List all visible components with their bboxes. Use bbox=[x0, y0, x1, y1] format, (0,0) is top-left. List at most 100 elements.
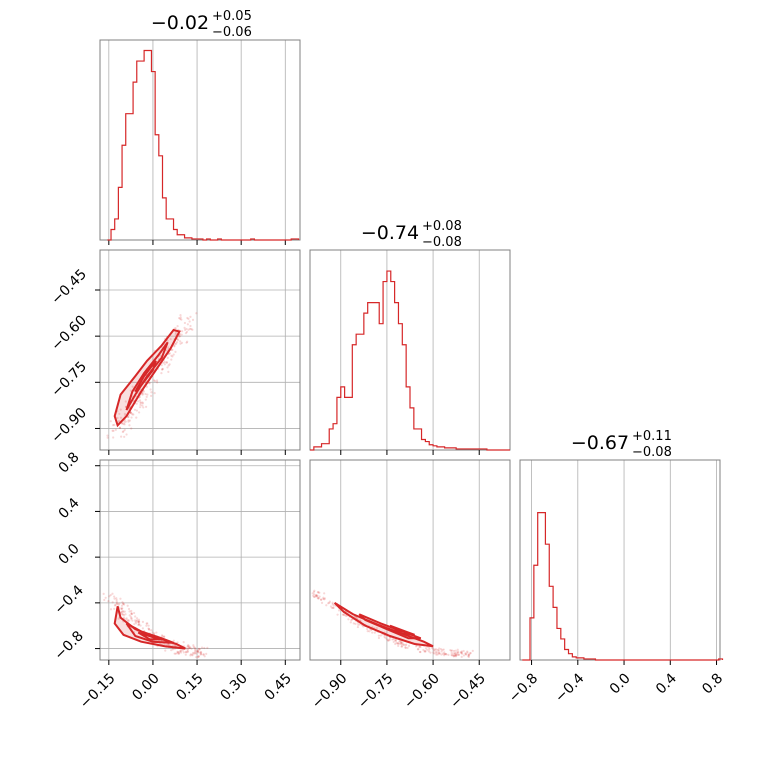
scatter-3-vs-1-point-248 bbox=[146, 622, 149, 625]
scatter-3-vs-1-point-107 bbox=[147, 627, 150, 630]
scatter-3-vs-2-point-3 bbox=[454, 653, 457, 656]
scatter-3-vs-1-point-126 bbox=[125, 617, 128, 620]
scatter-3-vs-2-point-222 bbox=[443, 651, 446, 654]
scatter-3-vs-1-point-75 bbox=[184, 650, 187, 654]
scatter-3-vs-2-point-128 bbox=[461, 652, 464, 655]
scatter-3-vs-1-point-228 bbox=[192, 644, 195, 647]
scatter-3-vs-1-point-85 bbox=[121, 607, 124, 610]
scatter-2-vs-1-point-158 bbox=[155, 379, 159, 382]
scatter-3-vs-1-point-99 bbox=[200, 646, 204, 649]
scatter-3-vs-2-point-110 bbox=[387, 639, 390, 642]
scatter-2-vs-1-point-205 bbox=[131, 385, 134, 388]
scatter-3-vs-2-point-244 bbox=[397, 644, 400, 648]
scatter-3-vs-2-point-166 bbox=[433, 652, 436, 655]
scatter-3-vs-2-point-136 bbox=[400, 643, 404, 646]
scatter-2-vs-1-point-249 bbox=[174, 333, 177, 336]
scatter-3-vs-2-frame bbox=[309, 459, 511, 661]
scatter-3-vs-2-point-234 bbox=[428, 648, 431, 651]
scatter-2-vs-1-point-239 bbox=[174, 331, 178, 334]
scatter-3-vs-1-point-95 bbox=[189, 646, 192, 649]
scatter-2-vs-1-point-70 bbox=[123, 428, 126, 432]
scatter-3-vs-1-point-27 bbox=[137, 623, 140, 626]
scatter-2-vs-1-point-10 bbox=[167, 346, 170, 349]
scatter-2-vs-1-point-64 bbox=[125, 433, 128, 436]
scatter-3-vs-2-point-16 bbox=[451, 654, 454, 657]
scatter-3-vs-2-point-186 bbox=[469, 651, 472, 655]
scatter-3-vs-2-point-77 bbox=[341, 613, 345, 616]
scatter-3-vs-1-point-251 bbox=[199, 652, 202, 655]
scatter-3-vs-1-point-41 bbox=[135, 622, 138, 625]
scatter-2-vs-1-point-28 bbox=[179, 314, 182, 317]
hist-param-3-xlabel-3: 0.4 bbox=[653, 670, 680, 697]
scatter-2-vs-1-point-180 bbox=[165, 361, 168, 364]
scatter-3-vs-2-point-96 bbox=[349, 621, 352, 624]
scatter-3-vs-1-point-168 bbox=[176, 652, 179, 655]
scatter-3-vs-1-point-154 bbox=[129, 615, 132, 618]
scatter-3-vs-1-xlabel-3: 0.30 bbox=[218, 670, 251, 703]
scatter-3-vs-1-ylabel-0: −0.8 bbox=[51, 628, 86, 663]
scatter-2-vs-1-point-217 bbox=[191, 328, 194, 331]
scatter-3-vs-2-point-216 bbox=[424, 647, 428, 650]
scatter-3-vs-1-xlabel-0: −0.15 bbox=[77, 670, 119, 712]
scatter-3-vs-2-point-87 bbox=[400, 645, 403, 648]
scatter-3-vs-1-point-212 bbox=[202, 653, 205, 656]
scatter-3-vs-1-point-37 bbox=[128, 614, 131, 617]
scatter-2-vs-1-point-62 bbox=[183, 321, 187, 325]
scatter-3-vs-1-point-258 bbox=[130, 617, 133, 620]
scatter-3-vs-1-point-68 bbox=[150, 629, 153, 632]
scatter-3-vs-1-point-158 bbox=[182, 651, 185, 654]
scatter-2-vs-1-point-97 bbox=[176, 325, 179, 328]
scatter-3-vs-2-point-172 bbox=[402, 643, 405, 646]
scatter-3-vs-2-point-189 bbox=[328, 600, 331, 603]
scatter-3-vs-1-point-122 bbox=[197, 655, 200, 658]
scatter-3-vs-2-point-151 bbox=[396, 642, 399, 645]
scatter-3-vs-2-point-120 bbox=[441, 652, 445, 655]
hist-param-3-frame bbox=[519, 459, 721, 661]
scatter-3-vs-1-point-80 bbox=[121, 609, 124, 613]
scatter-3-vs-1-point-257 bbox=[116, 602, 119, 605]
scatter-3-vs-1-point-51 bbox=[131, 619, 134, 622]
scatter-3-vs-1-point-139 bbox=[134, 615, 137, 618]
scatter-3-vs-1-point-185 bbox=[187, 644, 190, 647]
scatter-3-vs-2-point-11 bbox=[332, 606, 335, 609]
scatter-2-vs-1-point-100 bbox=[127, 420, 130, 423]
scatter-2-vs-1-point-242 bbox=[122, 430, 125, 433]
scatter-3-vs-2-point-17 bbox=[443, 652, 447, 655]
scatter-3-vs-1-point-152 bbox=[203, 655, 206, 658]
scatter-3-vs-2-point-5 bbox=[375, 626, 378, 630]
scatter-3-vs-2-point-251 bbox=[460, 655, 463, 658]
scatter-3-vs-2-point-194 bbox=[444, 653, 448, 656]
scatter-2-vs-1-point-151 bbox=[114, 428, 117, 431]
scatter-3-vs-2-point-104 bbox=[437, 651, 441, 654]
scatter-3-vs-2-point-122 bbox=[394, 642, 397, 646]
scatter-3-vs-2-point-37 bbox=[385, 638, 388, 641]
scatter-2-vs-1-point-146 bbox=[119, 416, 123, 419]
scatter-3-vs-1-ylabel-3: 0.4 bbox=[56, 495, 83, 522]
scatter-3-vs-2-point-167 bbox=[332, 606, 335, 610]
scatter-2-vs-1-point-82 bbox=[188, 320, 191, 323]
scatter-3-vs-2-point-70 bbox=[428, 646, 431, 649]
scatter-3-vs-2-point-121 bbox=[394, 639, 398, 642]
scatter-3-vs-1-point-191 bbox=[191, 653, 194, 656]
scatter-3-vs-1-point-77 bbox=[148, 628, 151, 631]
scatter-2-vs-1-point-139 bbox=[161, 368, 164, 371]
scatter-3-vs-1-point-128 bbox=[111, 601, 114, 604]
scatter-2-vs-1-point-47 bbox=[144, 392, 147, 396]
scatter-3-vs-1-point-23 bbox=[163, 635, 166, 638]
scatter-3-vs-2-point-237 bbox=[400, 641, 403, 645]
scatter-3-vs-2-point-138 bbox=[445, 653, 448, 656]
scatter-3-vs-1-point-35 bbox=[121, 601, 124, 604]
scatter-3-vs-1-point-165 bbox=[186, 649, 189, 653]
scatter-3-vs-1-point-206 bbox=[195, 656, 198, 659]
scatter-2-vs-1-point-113 bbox=[174, 327, 177, 330]
hist-param-3-histogram-line bbox=[522, 512, 724, 661]
scatter-3-vs-2-point-62 bbox=[453, 651, 457, 655]
scatter-2-vs-1-point-250 bbox=[178, 335, 182, 338]
scatter-3-vs-2-point-42 bbox=[415, 645, 418, 648]
scatter-3-vs-1-point-159 bbox=[114, 603, 117, 607]
scatter-2-vs-1-point-195 bbox=[112, 424, 115, 427]
scatter-2-vs-1-point-129 bbox=[148, 382, 151, 385]
hist-param-2-title: −0.74 bbox=[361, 222, 419, 244]
scatter-3-vs-1-point-249 bbox=[186, 645, 190, 648]
